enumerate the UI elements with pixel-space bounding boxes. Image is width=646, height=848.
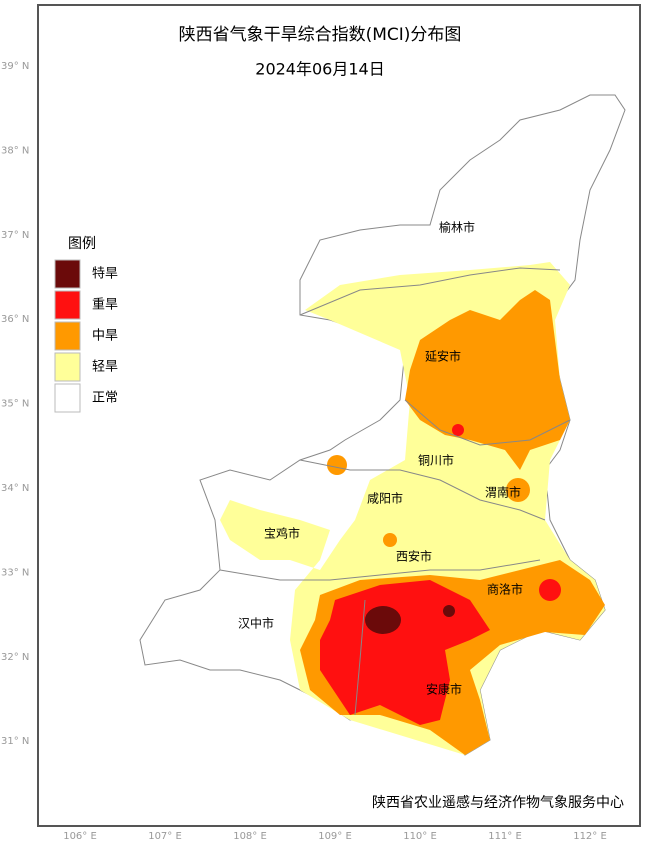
legend-label: 中旱 (92, 329, 118, 344)
lon-label: 108° E (233, 831, 267, 842)
boundary-line (299, 459, 546, 521)
lon-label: 106° E (63, 831, 97, 842)
lon-label: 107° E (148, 831, 182, 842)
lat-label: 38° N (1, 145, 29, 156)
lon-label: 112° E (573, 831, 607, 842)
lat-label: 34° N (1, 483, 29, 494)
severe-drought-spot (452, 424, 464, 436)
lat-label: 32° N (1, 652, 29, 663)
moderate-drought-spot (383, 533, 397, 547)
lat-label: 31° N (1, 736, 29, 747)
extreme-drought-spot (443, 605, 455, 617)
moderate-drought-spot (327, 455, 347, 475)
city-label: 西安市 (396, 549, 432, 564)
legend-swatch (54, 383, 81, 413)
footer: 陕西省农业遥感与经济作物气象服务中心 (372, 794, 624, 811)
province (139, 94, 626, 756)
city-label: 铜川市 (418, 453, 454, 468)
axis-labels: 39° N 38° N 37° N 36° N 35° N 34° N 33° N 32° N… (1, 61, 607, 842)
lon-label: 109° E (318, 831, 352, 842)
legend-title: 图例 (68, 236, 96, 252)
city-label: 延安市 (425, 349, 461, 364)
city-label: 榆林市 (439, 220, 475, 235)
lat-label: 33° N (1, 567, 29, 578)
boundary-line (354, 599, 366, 716)
lat-label: 39° N (1, 61, 29, 72)
extreme-drought-area (365, 606, 401, 634)
lat-label: 36° N (1, 314, 29, 325)
city-label: 汉中市 (238, 616, 274, 631)
legend-label: 特旱 (92, 267, 118, 282)
map-title: 陕西省气象干旱综合指数(MCI)分布图 (179, 25, 462, 45)
legend-label: 正常 (92, 391, 118, 406)
city-label: 宝鸡市 (264, 526, 300, 541)
legend-label: 重旱 (92, 297, 118, 313)
legend-swatch (54, 352, 81, 382)
boundary-line (404, 399, 571, 446)
city-label: 商洛市 (487, 582, 523, 597)
legend-label: 轻旱 (92, 360, 118, 375)
city-label: 渭南市 (485, 485, 521, 500)
lat-label: 35° N (1, 399, 29, 410)
lon-label: 110° E (403, 831, 437, 842)
moderate-drought-spot (506, 478, 530, 502)
boundary-line (219, 559, 541, 581)
boundary-line (299, 267, 561, 316)
map-date: 2024年06月14日 (255, 60, 384, 79)
legend-swatch (54, 290, 81, 320)
severe-drought-spot (539, 579, 561, 601)
legend-swatch (54, 259, 81, 289)
city-label: 安康市 (426, 682, 462, 697)
lon-label: 111° E (488, 831, 522, 842)
lat-label: 37° N (1, 230, 29, 241)
moderate-drought-area (405, 290, 570, 470)
legend-swatch (54, 321, 81, 351)
city-label: 咸阳市 (367, 491, 403, 506)
